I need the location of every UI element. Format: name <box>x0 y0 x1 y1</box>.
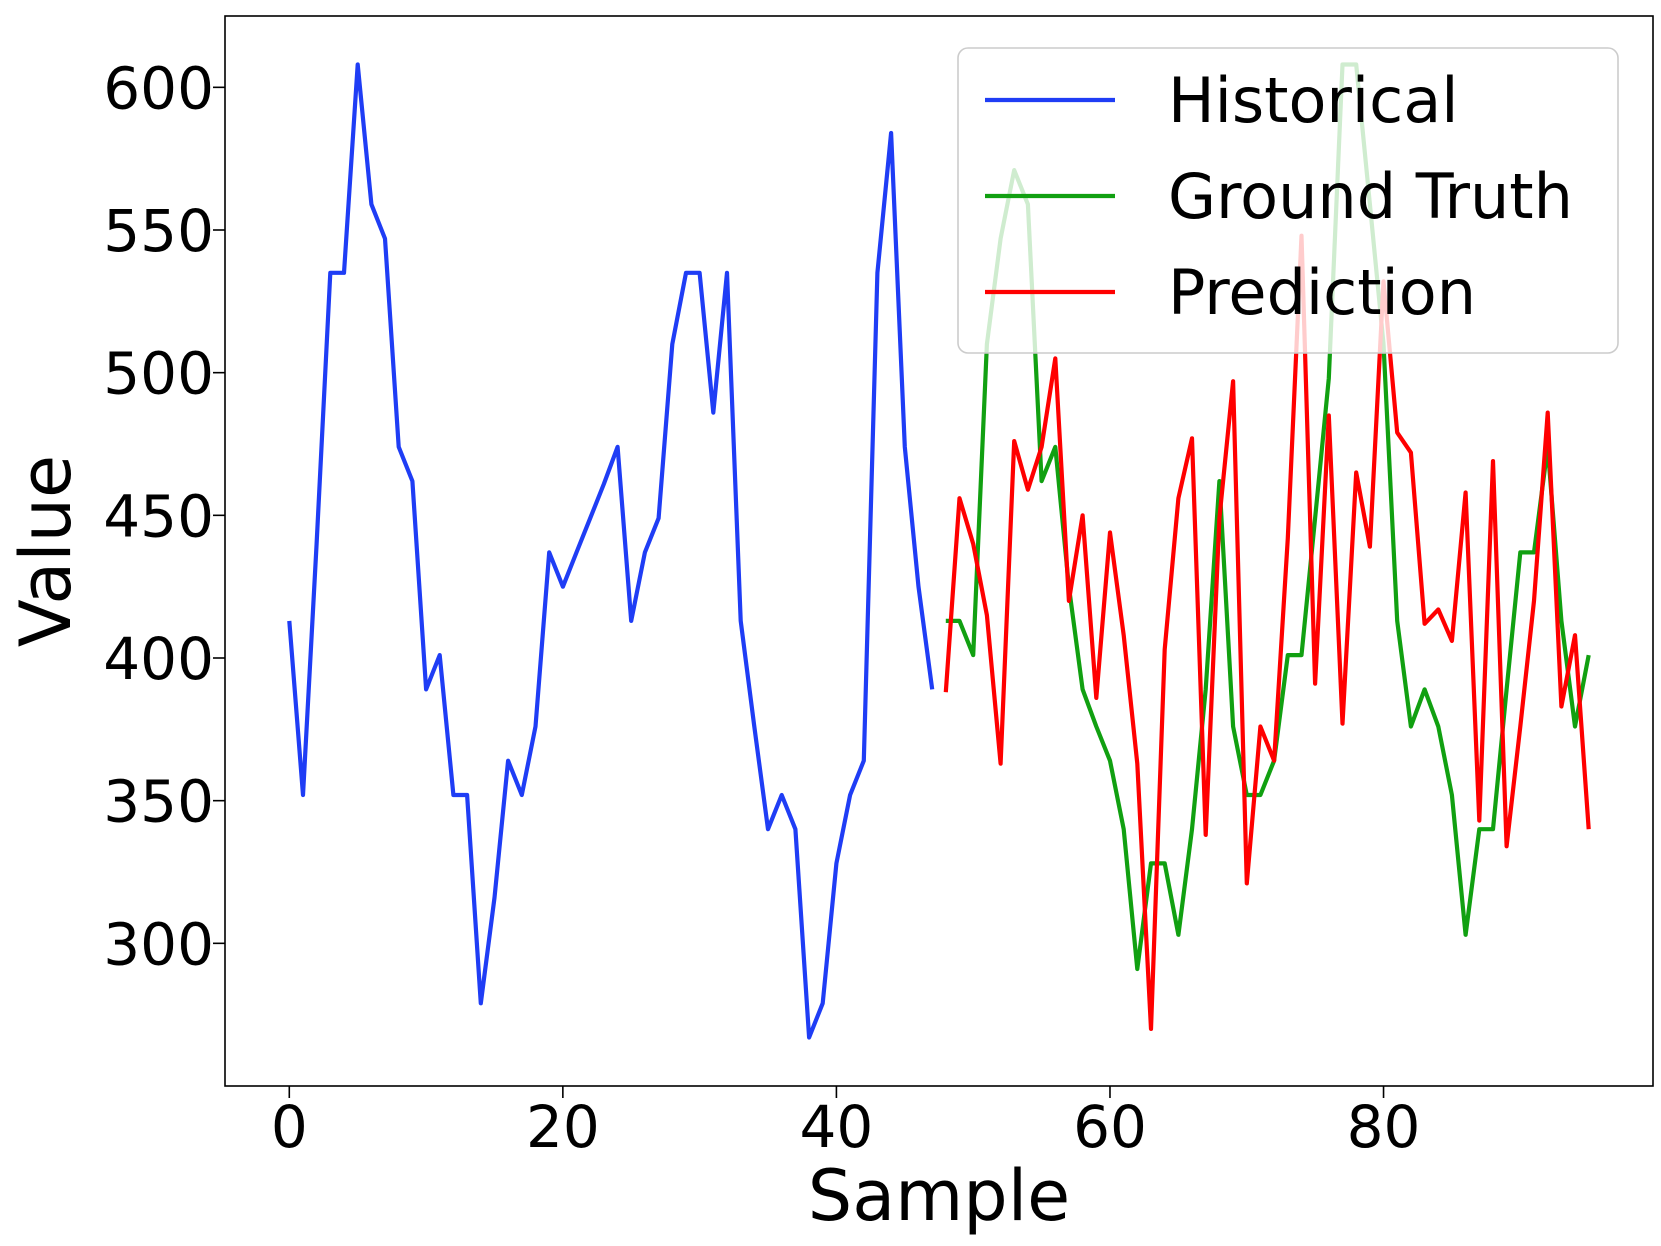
y-tick-label: 500 <box>103 340 214 408</box>
legend-label-historical: Historical <box>1168 64 1458 137</box>
x-axis-label: Sample <box>808 1155 1070 1237</box>
series-line-prediction <box>943 233 1591 1032</box>
y-tick-label: 350 <box>103 768 214 836</box>
legend-box <box>957 47 1619 354</box>
legend-label-ground-truth: Ground Truth <box>1168 160 1573 233</box>
x-tick-label: 80 <box>1347 1093 1421 1161</box>
y-tick-label: 600 <box>103 54 214 122</box>
series-line-ground-truth <box>945 62 1591 972</box>
y-tick-label: 400 <box>103 625 214 693</box>
x-tick-label: 0 <box>271 1093 308 1161</box>
x-axis: 0 20 40 60 80 <box>271 1086 1421 1161</box>
series-layer <box>287 62 1591 1040</box>
y-tick-label: 300 <box>103 910 214 978</box>
legend-label-prediction: Prediction <box>1168 256 1476 329</box>
x-tick-label: 40 <box>800 1093 874 1161</box>
y-axis-label: Value <box>5 455 87 647</box>
x-tick-label: 20 <box>526 1093 600 1161</box>
legend: Historical Ground Truth Prediction <box>957 47 1619 354</box>
series-line-historical <box>287 62 935 1040</box>
y-tick-label: 450 <box>103 482 214 550</box>
y-tick-label: 550 <box>103 197 214 265</box>
x-tick-label: 60 <box>1073 1093 1147 1161</box>
y-axis: 300 350 400 450 500 550 600 <box>103 54 225 978</box>
